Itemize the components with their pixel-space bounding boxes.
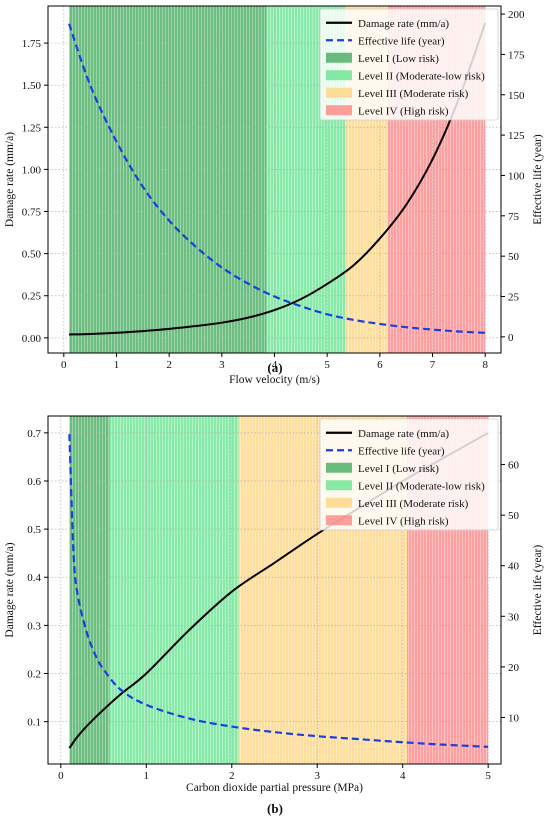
legend-band-swatch <box>326 515 352 526</box>
legend-label: Effective life (year) <box>358 445 445 457</box>
legend-band-swatch <box>326 462 352 473</box>
legend-label: Level III (Moderate risk) <box>358 498 469 510</box>
y-right-axis-label: Effective life (year) <box>532 545 544 636</box>
y-left-tick-label: 1.50 <box>22 80 42 92</box>
legend-entry: Level I (Low risk) <box>326 462 439 475</box>
x-tick-label: 0 <box>61 359 67 371</box>
legend-label: Level III (Moderate risk) <box>358 88 469 100</box>
y-left-tick-label: 0.00 <box>22 333 42 345</box>
legend-label: Level I (Low risk) <box>358 463 439 475</box>
panel-caption: (b) <box>267 801 283 816</box>
legend-band-swatch <box>326 87 352 98</box>
y-right-tick-label: 50 <box>508 251 520 263</box>
y-left-tick-label: 0.1 <box>27 717 41 729</box>
y-left-tick-label: 0.6 <box>27 476 41 488</box>
y-right-tick-label: 30 <box>508 611 520 623</box>
x-tick-label: 2 <box>166 359 172 371</box>
y-left-tick-label: 0.2 <box>27 669 41 681</box>
legend-entry: Level IV (High risk) <box>326 515 449 527</box>
x-axis-label: Flow velocity (m/s) <box>229 374 320 386</box>
legend-entry: Level III (Moderate risk) <box>326 87 469 100</box>
x-tick-label: 3 <box>314 770 320 782</box>
plot-frame <box>47 415 502 765</box>
y-left-tick-label: 1.25 <box>22 122 42 134</box>
panel-caption: (a) <box>267 360 282 375</box>
effective-life-line <box>68 23 486 334</box>
x-tick-label: 0 <box>58 770 64 782</box>
legend-label: Level IV (High risk) <box>358 515 449 527</box>
x-tick-label: 3 <box>219 359 225 371</box>
y-left-tick-label: 0.5 <box>27 524 41 536</box>
x-tick-label: 5 <box>324 359 330 371</box>
legend-entry: Level II (Moderate-low risk) <box>326 70 485 82</box>
damage-rate-line <box>69 22 487 336</box>
y-right-tick-label: 150 <box>508 90 525 102</box>
y-right-tick-label: 175 <box>508 49 525 61</box>
risk-band-2 <box>109 416 239 764</box>
legend-label: Level II (Moderate-low risk) <box>358 480 485 492</box>
panel-a: 0 1 2 3 4 5 6 7 8 0.00 0.25 0.50 0.75 1.00 1.25 1.50 1.7… <box>4 5 544 386</box>
y-right-tick-label: 10 <box>508 712 520 724</box>
x-tick-label: 4 <box>400 770 406 782</box>
x-tick-label: 1 <box>114 359 120 371</box>
y-right-tick-label: 0 <box>508 332 514 344</box>
x-tick-label: 6 <box>377 359 383 371</box>
y-right-tick-label: 40 <box>508 561 520 573</box>
legend-label: Damage rate (mm/a) <box>358 428 449 440</box>
legend: Damage rate (mm/a) Effective life (year) L… <box>319 8 499 121</box>
x-tick-label: 8 <box>482 359 488 371</box>
y-left-tick-label: 1.00 <box>22 164 42 176</box>
y-left-tick-label: 0.7 <box>27 428 41 440</box>
panel-b: 0 1 2 3 4 5 0.1 0.2 0.3 0.4 0.5 0.6 0.7 10 20 30 40 50 60 C… <box>4 415 544 816</box>
y-right-tick-label: 60 <box>508 460 520 472</box>
y-left-tick-label: 0.3 <box>27 620 41 632</box>
y-left-tick-label: 0.25 <box>22 291 42 303</box>
y-left-tick-label: 0.75 <box>22 207 42 219</box>
legend-band-swatch <box>326 480 352 491</box>
legend-label: Level IV (High risk) <box>358 105 449 117</box>
x-tick-label: 2 <box>229 770 235 782</box>
legend-entry: Level III (Moderate risk) <box>326 497 469 510</box>
y-left-axis-label: Damage rate (mm/a) <box>4 132 16 227</box>
legend-entry: Damage rate (mm/a) <box>326 18 449 30</box>
legend: Damage rate (mm/a) Effective life (year) L… <box>319 418 499 531</box>
legend-label: Level I (Low risk) <box>358 53 439 65</box>
x-tick-label: 1 <box>144 770 150 782</box>
x-tick-label: 4 <box>272 359 278 371</box>
y-right-tick-label: 50 <box>508 510 520 522</box>
legend-band-swatch <box>326 52 352 63</box>
y-right-tick-label: 75 <box>508 211 520 223</box>
x-tick-label: 5 <box>485 770 491 782</box>
risk-band-1 <box>69 6 267 353</box>
legend-entry: Level II (Moderate-low risk) <box>326 480 485 492</box>
effective-life-line <box>68 434 489 748</box>
y-right-tick-label: 25 <box>508 292 520 304</box>
legend-band-swatch <box>326 70 352 81</box>
y-left-tick-label: 0.50 <box>22 249 42 261</box>
legend-label: Damage rate (mm/a) <box>358 18 449 30</box>
legend-entry: Effective life (year) <box>326 445 445 457</box>
y-left-tick-label: 0.4 <box>27 572 41 584</box>
legend-band-swatch <box>326 105 352 116</box>
x-axis-label: Carbon dioxide partial pressure (MPa) <box>186 782 363 794</box>
legend-box <box>319 418 499 531</box>
legend-band-swatch <box>326 497 352 508</box>
legend-entry: Level IV (High risk) <box>326 105 449 117</box>
y-right-tick-label: 125 <box>508 130 525 142</box>
risk-band-1 <box>69 416 110 764</box>
legend-label: Effective life (year) <box>358 35 445 47</box>
y-right-tick-label: 100 <box>508 170 525 182</box>
legend-box <box>319 8 499 121</box>
y-left-tick-label: 1.75 <box>22 38 42 50</box>
legend-entry: Effective life (year) <box>326 35 445 47</box>
x-tick-label: 7 <box>430 359 436 371</box>
legend-label: Level II (Moderate-low risk) <box>358 70 485 82</box>
y-left-axis-label: Damage rate (mm/a) <box>4 542 16 637</box>
y-right-tick-label: 200 <box>508 9 525 21</box>
y-right-axis-label: Effective life (year) <box>532 134 544 225</box>
legend-entry: Damage rate (mm/a) <box>326 428 449 440</box>
y-right-tick-label: 20 <box>508 662 520 674</box>
legend-entry: Level I (Low risk) <box>326 52 439 65</box>
